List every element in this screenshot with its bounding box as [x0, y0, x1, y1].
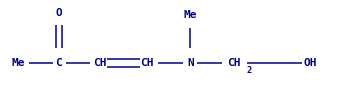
Text: 2: 2	[246, 66, 251, 75]
Text: Me: Me	[12, 58, 25, 68]
Text: CH: CH	[93, 58, 106, 68]
Text: O: O	[56, 8, 62, 18]
Text: OH: OH	[303, 58, 317, 68]
Text: CH: CH	[140, 58, 153, 68]
Text: Me: Me	[184, 10, 197, 20]
Text: CH: CH	[227, 58, 241, 68]
Text: C: C	[56, 58, 62, 68]
Text: N: N	[187, 58, 194, 68]
